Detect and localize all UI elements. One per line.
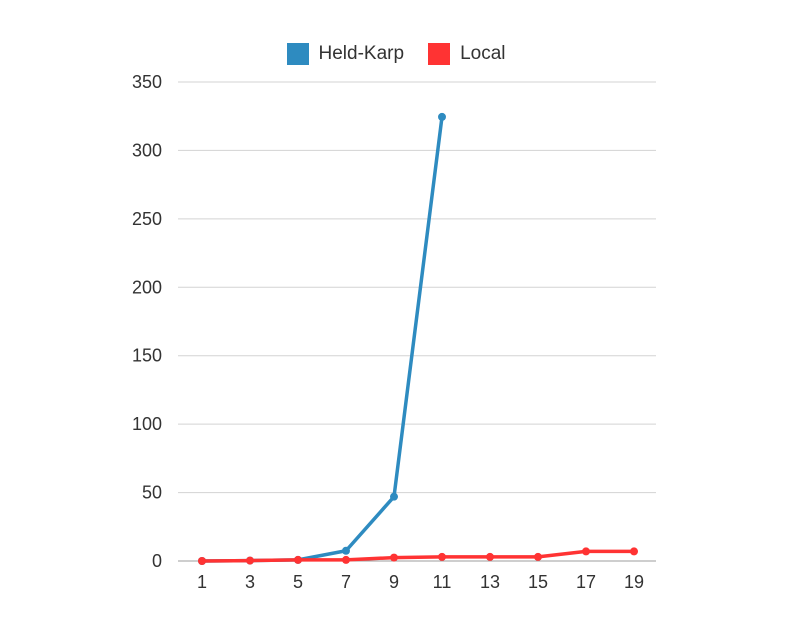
y-tick-label-100: 100: [132, 414, 162, 434]
data-point-held-karp-x7: [342, 546, 350, 555]
x-tick-label-1: 1: [197, 572, 207, 592]
y-tick-label-200: 200: [132, 277, 162, 297]
x-tick-label-19: 19: [624, 572, 644, 592]
legend: Held-Karp Local: [0, 41, 792, 67]
data-point-held-karp-x9: [390, 492, 398, 501]
legend-label-local: Local: [460, 43, 506, 64]
x-tick-label-9: 9: [389, 572, 399, 592]
data-point-local-x9: [390, 553, 398, 562]
x-tick-label-15: 15: [528, 572, 548, 592]
data-point-local-x11: [438, 552, 446, 561]
series-line-local: [200, 549, 636, 563]
data-point-local-x3: [246, 556, 254, 565]
x-tick-label-11: 11: [433, 572, 452, 592]
data-point-local-x19: [630, 547, 638, 556]
x-tick-label-13: 13: [480, 572, 500, 592]
y-tick-label-250: 250: [132, 209, 162, 229]
y-tick-label-50: 50: [142, 483, 162, 503]
y-tick-label-300: 300: [132, 140, 162, 160]
legend-label-held-karp: Held-Karp: [318, 43, 405, 64]
y-tick-label-350: 350: [132, 72, 162, 92]
data-point-local-x5: [294, 555, 302, 564]
x-tick-label-7: 7: [341, 572, 351, 592]
legend-swatch-local: [428, 43, 451, 65]
data-point-held-karp-x11: [438, 112, 446, 121]
y-tick-label-0: 0: [152, 551, 162, 571]
data-point-local-x1: [198, 557, 206, 565]
data-point-local-x15: [534, 552, 542, 561]
data-point-local-x17: [582, 547, 590, 556]
data-point-local-x13: [486, 552, 494, 561]
legend-swatch-held-karp: [286, 43, 309, 65]
legend-item-held-karp[interactable]: Held-Karp: [286, 43, 405, 65]
x-tick-label-3: 3: [245, 572, 255, 592]
y-tick-label-150: 150: [132, 346, 162, 366]
data-point-local-x7: [342, 555, 350, 564]
x-tick-label-17: 17: [576, 572, 596, 592]
series-line-held-karp: [200, 115, 444, 563]
x-tick-label-5: 5: [293, 572, 303, 592]
legend-item-local[interactable]: Local: [428, 43, 505, 65]
